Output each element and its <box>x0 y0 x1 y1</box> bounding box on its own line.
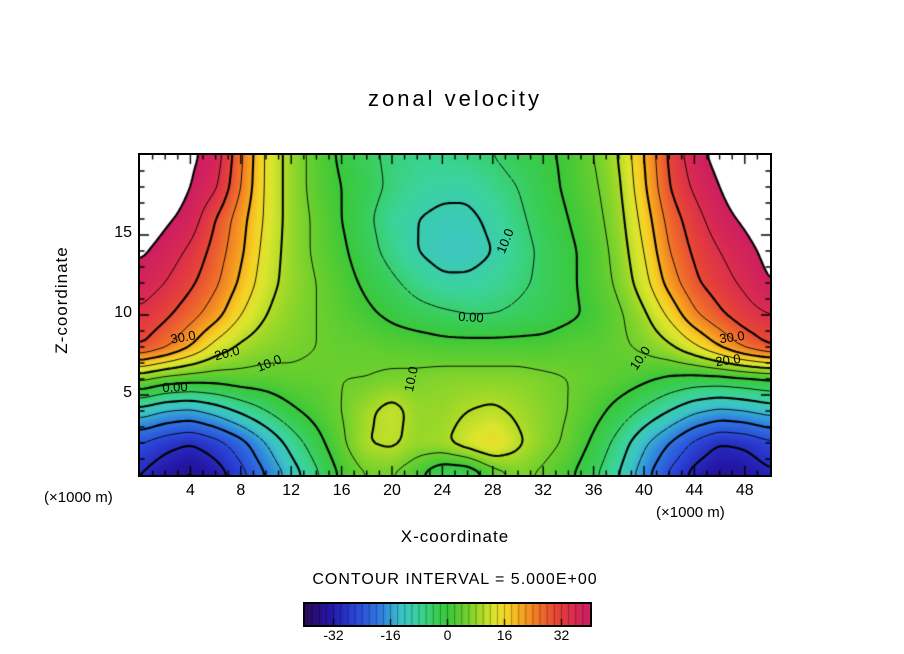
x-axis-unit-right: (×1000 m) <box>656 504 725 521</box>
x-axis-tick-label: 16 <box>332 482 351 499</box>
colorbar <box>303 602 592 627</box>
colorbar-tick-labels: -32 -16 0 16 32 <box>305 627 590 645</box>
x-axis-tick-label: 40 <box>635 482 653 499</box>
z-axis-tick-label: 15 <box>114 224 132 241</box>
x-axis-unit-left: (×1000 m) <box>44 489 113 506</box>
contour-plot-canvas <box>140 155 770 475</box>
x-axis-tick-label: 20 <box>383 482 401 499</box>
x-axis-tick-label: 44 <box>685 482 704 499</box>
x-axis-tick-label: 36 <box>584 482 603 499</box>
x-axis-tick-label: 24 <box>433 482 452 499</box>
x-axis-tick-label: 4 <box>185 482 195 499</box>
colorbar-canvas <box>305 604 590 625</box>
colorbar-tick-label: 16 <box>496 627 513 643</box>
x-axis-tick-label: 32 <box>534 482 553 499</box>
z-axis-label: Z-coordinate <box>52 246 71 354</box>
contour-interval-note: CONTOUR INTERVAL = 5.000E+00 <box>312 571 598 588</box>
x-axis-tick-label: 28 <box>483 482 502 499</box>
x-axis-tick-label: 48 <box>735 482 754 499</box>
x-axis-tick-label: 8 <box>236 482 246 499</box>
z-axis-tick-label: 10 <box>114 304 132 321</box>
chart-title: zonal velocity <box>367 86 543 111</box>
x-axis-label: X-coordinate <box>400 527 510 546</box>
z-axis-tick-label: 5 <box>123 384 132 401</box>
plot-area: 30.0 20.0 10.0 0.00 0.00 10.0 10.0 10.0 30.0 20.0 <box>138 153 772 477</box>
x-axis-tick-label: 12 <box>282 482 301 499</box>
colorbar-tick-label: 32 <box>553 627 570 643</box>
colorbar-tick-label: -16 <box>380 627 401 643</box>
z-tick-column: 5 10 15 <box>90 153 132 473</box>
colorbar-tick-label: -32 <box>323 627 344 643</box>
colorbar-tick-label: 0 <box>443 627 452 643</box>
x-tick-row: 4 8 12 16 20 24 28 32 36 40 44 48 <box>140 482 770 502</box>
